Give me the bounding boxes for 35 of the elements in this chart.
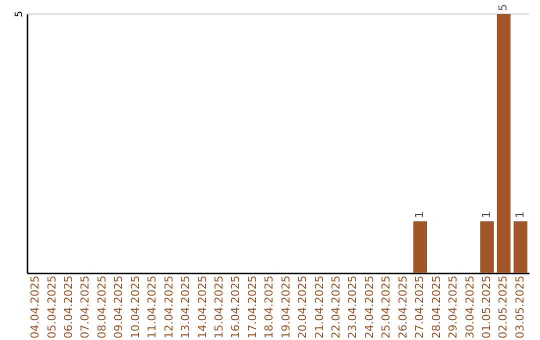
x-tick-label: 23.04.2025 [346, 276, 360, 338]
x-tick-label: 07.04.2025 [78, 276, 92, 338]
x-tick-label: 29.04.2025 [446, 276, 460, 338]
ref-line-label: 5 [14, 10, 25, 18]
x-tick-label: 20.04.2025 [296, 276, 310, 338]
x-tick-label: 09.04.2025 [112, 276, 126, 338]
x-tick-label: 28.04.2025 [430, 276, 443, 338]
x-tick-label: 10.04.2025 [128, 276, 142, 338]
x-tick-label: 05.04.2025 [45, 276, 58, 338]
x-tick-label: 12.04.2025 [162, 276, 176, 338]
x-tick-label: 16.04.2025 [229, 276, 242, 338]
x-tick-label: 11.04.2025 [146, 276, 159, 338]
x-tick-label: 14.04.2025 [196, 276, 209, 338]
x-tick-label: 02.05.2025 [496, 276, 510, 338]
x-tick-label: 04.04.2025 [28, 276, 42, 338]
data-label: 1 [413, 211, 426, 218]
data-label: 1 [480, 211, 494, 218]
data-label: 5 [496, 4, 510, 11]
x-tick-label: 25.04.2025 [380, 276, 393, 338]
x-tick-label: 19.04.2025 [279, 276, 292, 338]
x-tick-label: 21.04.2025 [312, 276, 326, 338]
x-tick-label: 08.04.2025 [95, 276, 108, 338]
x-tick-label: 26.04.2025 [396, 276, 410, 338]
x-tick-label: 17.04.2025 [246, 276, 259, 338]
x-tick-label: 24.04.2025 [362, 276, 376, 338]
x-tick-label: 15.04.2025 [212, 276, 226, 338]
x-tick-label: 03.05.2025 [513, 276, 526, 338]
x-tick-label: 22.04.2025 [330, 276, 343, 338]
x-tick-label: 30.04.2025 [463, 276, 476, 338]
x-tick-label: 27.04.2025 [413, 276, 426, 338]
x-tick-label: 13.04.2025 [179, 276, 192, 338]
x-tick-label: 06.04.2025 [62, 276, 75, 338]
x-tick-label: 18.04.2025 [262, 276, 276, 338]
data-label: 1 [513, 211, 526, 218]
x-tick-label: 01.05.2025 [480, 276, 494, 338]
